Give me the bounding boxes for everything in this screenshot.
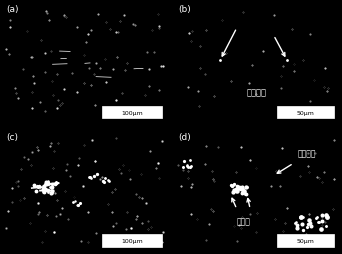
Text: 皮质纤维: 皮质纤维	[298, 149, 316, 158]
Bar	[277, 107, 333, 119]
Text: 皮质条带: 皮质条带	[247, 88, 267, 97]
Bar	[102, 107, 162, 119]
Text: 50μm: 50μm	[296, 238, 314, 243]
Bar	[277, 234, 333, 247]
Text: (c): (c)	[7, 133, 19, 141]
Text: 100μm: 100μm	[121, 110, 143, 115]
Text: (a): (a)	[7, 5, 19, 14]
Text: 100μm: 100μm	[121, 238, 143, 243]
Text: 微裂缝: 微裂缝	[237, 217, 250, 226]
Bar	[102, 234, 162, 247]
Text: (d): (d)	[179, 133, 191, 141]
Text: (b): (b)	[179, 5, 191, 14]
Text: 50μm: 50μm	[296, 110, 314, 115]
